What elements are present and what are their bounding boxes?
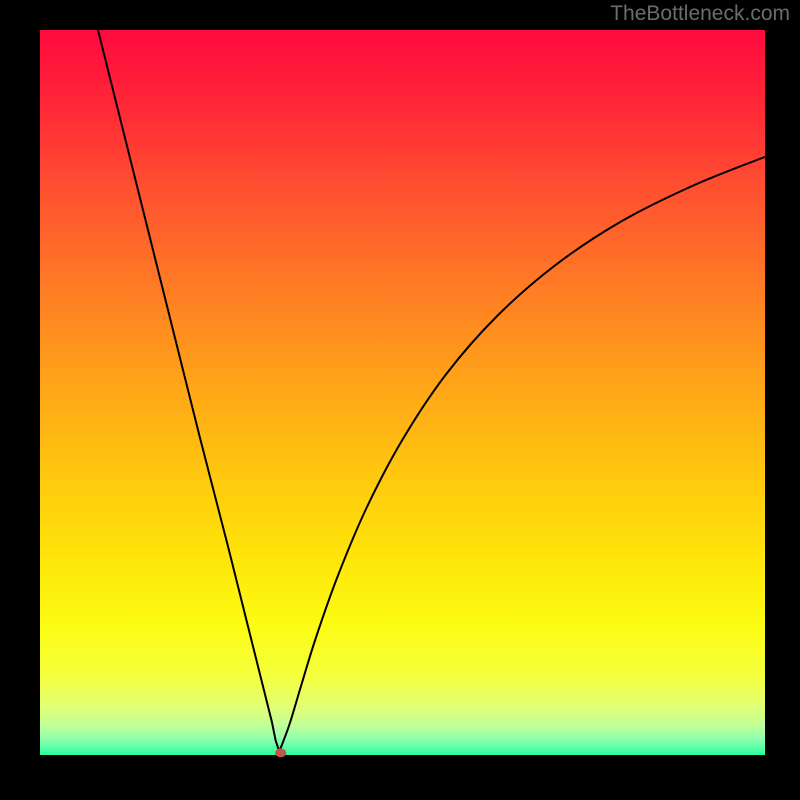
watermark-text: TheBottleneck.com: [610, 2, 790, 26]
optimal-point-marker: [275, 748, 286, 757]
bottleneck-chart: [0, 0, 800, 800]
plot-area: [40, 30, 765, 755]
